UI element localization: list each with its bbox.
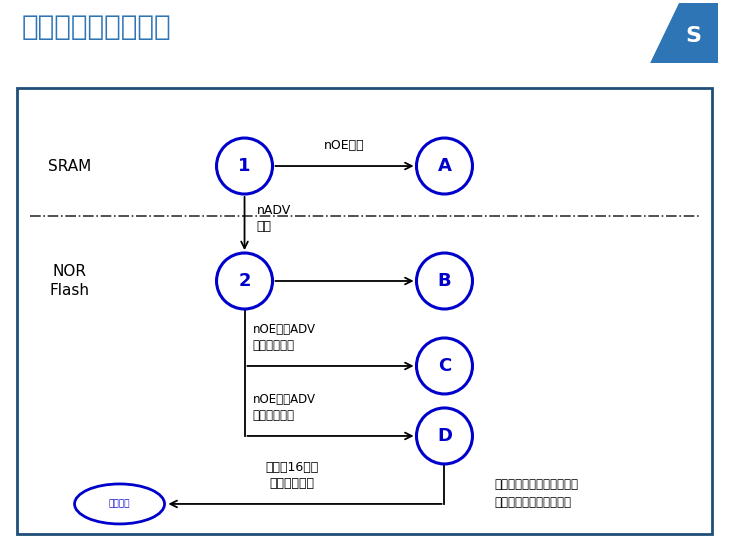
Text: 地址低16位和
数据总线复用: 地址低16位和 数据总线复用 <box>265 461 319 490</box>
FancyBboxPatch shape <box>17 88 712 534</box>
Text: nOE和年ADV
同一时刻翻转: nOE和年ADV 同一时刻翻转 <box>252 393 316 422</box>
Circle shape <box>416 408 472 464</box>
Text: S: S <box>685 26 701 45</box>
Text: 复用模式: 复用模式 <box>109 499 130 509</box>
Ellipse shape <box>74 484 165 524</box>
Text: NOR
Flash: NOR Flash <box>50 264 90 299</box>
Text: nADV
翻转: nADV 翻转 <box>257 204 291 233</box>
Circle shape <box>217 138 273 194</box>
Text: C: C <box>438 357 451 375</box>
Text: nOE翻转: nOE翻转 <box>324 139 364 152</box>
Text: 各种异步模式的联系: 各种异步模式的联系 <box>22 13 171 41</box>
Polygon shape <box>650 3 718 63</box>
Circle shape <box>416 338 472 394</box>
Text: D: D <box>437 427 452 445</box>
Text: 字母表示的模式中，读、写
操作的配置是独立分开的: 字母表示的模式中，读、写 操作的配置是独立分开的 <box>494 478 579 510</box>
Text: B: B <box>437 272 451 290</box>
Text: nOE和年ADV
同一时刻翻转: nOE和年ADV 同一时刻翻转 <box>252 323 316 352</box>
Text: 1: 1 <box>238 157 251 175</box>
Circle shape <box>416 138 472 194</box>
Text: 2: 2 <box>238 272 251 290</box>
Circle shape <box>416 253 472 309</box>
Text: A: A <box>437 157 451 175</box>
Circle shape <box>217 253 273 309</box>
Polygon shape <box>650 3 679 63</box>
Text: SRAM: SRAM <box>48 158 91 174</box>
